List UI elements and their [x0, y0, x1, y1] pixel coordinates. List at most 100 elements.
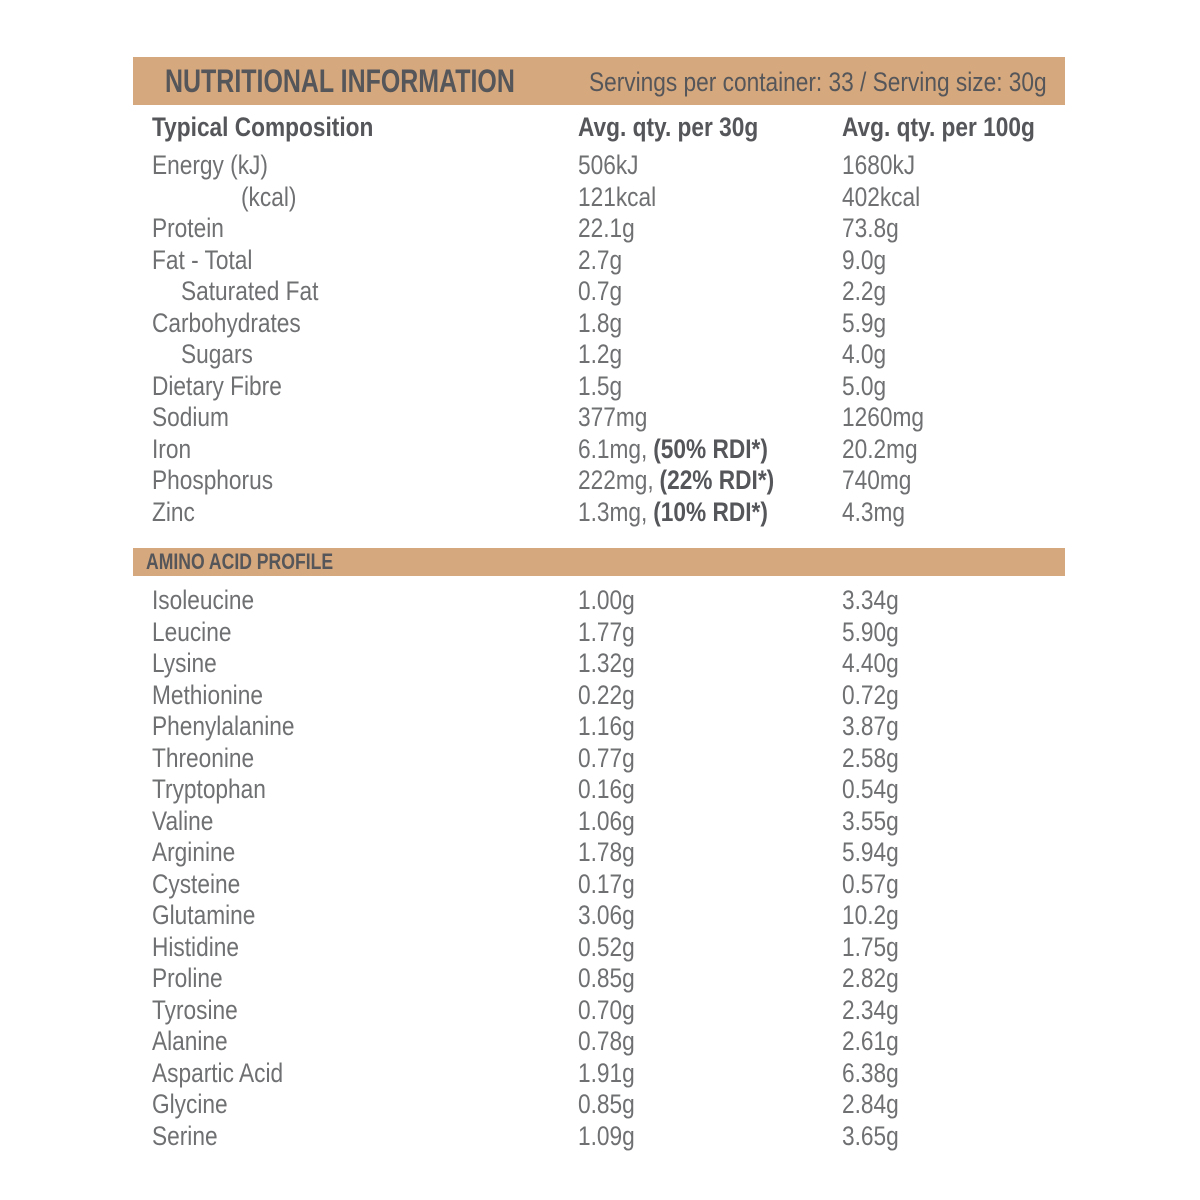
rdi-percentage: (22% RDI*) [659, 465, 775, 495]
value-per-30g-text: 1.8g [578, 307, 623, 338]
value-per-30g: 1.06g [578, 806, 635, 838]
nutrient-label: Alanine [152, 1026, 228, 1056]
value-per-30g-text: 506kJ [578, 150, 639, 180]
value-per-30g: 1.8g [578, 308, 622, 340]
amino-row: Glutamine 3.06g 10.2g [0, 900, 1200, 932]
value-per-100g: 0.72g [842, 679, 899, 710]
nutrient-label: Aspartic Acid [152, 1057, 284, 1088]
composition-row: (kcal) 121kcal 402kcal [0, 182, 1200, 214]
value-per-100g: 3.65g [842, 1120, 899, 1151]
header-bar: NUTRITIONAL INFORMATION Servings per con… [133, 57, 1065, 105]
value-per-100g: 4.3mg [842, 496, 906, 527]
value-per-30g: 1.3mg, (10% RDI*) [578, 497, 768, 529]
value-per-30g-text: 2.7g [578, 244, 623, 275]
nutrient-label: Fat - Total [152, 244, 253, 275]
value-per-30g-text: 0.22g [578, 679, 635, 710]
value-per-30g: 0.22g [578, 680, 635, 712]
value-per-30g: 0.7g [578, 276, 622, 308]
value-per-30g-text: 121kcal [578, 181, 657, 212]
composition-row: Energy (kJ) 506kJ 1680kJ [0, 150, 1200, 182]
nutrient-label: Serine [152, 1120, 218, 1151]
nutrient-label: Cysteine [152, 868, 241, 899]
nutrient-label: Valine [152, 805, 214, 836]
value-per-100g: 5.9g [842, 307, 887, 338]
value-per-30g-text: 1.77g [578, 616, 635, 647]
nutrient-label: Sodium [152, 402, 229, 432]
value-per-30g-text: 1.5g [578, 370, 623, 401]
value-per-30g-text: 3.06g [578, 900, 635, 930]
value-per-30g-text: 0.52g [578, 931, 635, 962]
value-per-100g: 73.8g [842, 213, 899, 243]
nutrient-label: Histidine [152, 931, 239, 962]
column-header-per-100g: Avg. qty. per 100g [842, 112, 1035, 142]
composition-row: Protein 22.1g 73.8g [0, 213, 1200, 245]
value-per-30g: 1.5g [578, 371, 622, 403]
value-per-30g: 1.77g [578, 617, 635, 649]
amino-row: Leucine 1.77g 5.90g [0, 617, 1200, 649]
value-per-30g: 3.06g [578, 900, 635, 932]
value-per-30g-text: 0.7g [578, 276, 623, 306]
value-per-100g: 2.84g [842, 1089, 899, 1119]
composition-row: Sodium 377mg 1260mg [0, 402, 1200, 434]
nutrient-label: Threonine [152, 742, 255, 773]
composition-row: Iron 6.1mg, (50% RDI*) 20.2mg [0, 434, 1200, 466]
nutrient-label: Iron [152, 433, 192, 464]
value-per-100g: 2.82g [842, 963, 899, 993]
value-per-30g: 1.09g [578, 1121, 635, 1153]
composition-table: Energy (kJ) 506kJ 1680kJ (kcal) 121kcal 402kc… [0, 150, 1200, 528]
value-per-30g-text: 1.3mg, [578, 496, 648, 527]
nutrient-label: Glycine [152, 1089, 228, 1119]
value-per-30g: 22.1g [578, 213, 635, 245]
composition-row: Fat - Total 2.7g 9.0g [0, 245, 1200, 277]
value-per-30g: 1.00g [578, 585, 635, 617]
nutrient-label: Dietary Fibre [152, 370, 282, 401]
column-headers: Typical Composition Avg. qty. per 30g Av… [0, 110, 1200, 144]
value-per-30g: 1.91g [578, 1058, 635, 1090]
value-per-100g: 5.94g [842, 837, 899, 867]
nutrient-label: Zinc [152, 496, 195, 527]
value-per-30g: 0.85g [578, 963, 635, 995]
value-per-100g: 6.38g [842, 1057, 899, 1088]
value-per-30g: 6.1mg, (50% RDI*) [578, 434, 768, 466]
amino-row: Threonine 0.77g 2.58g [0, 743, 1200, 775]
value-per-30g: 0.52g [578, 932, 635, 964]
value-per-100g: 2.2g [842, 276, 887, 306]
column-header-per-30g: Avg. qty. per 30g [578, 112, 759, 142]
value-per-100g: 3.87g [842, 711, 899, 741]
value-per-100g: 2.34g [842, 994, 899, 1025]
value-per-100g: 3.34g [842, 585, 899, 615]
value-per-30g-text: 0.85g [578, 963, 635, 993]
value-per-100g: 1680kJ [842, 150, 916, 180]
nutrient-label: Phenylalanine [152, 711, 295, 741]
value-per-100g: 5.0g [842, 370, 887, 401]
amino-row: Lysine 1.32g 4.40g [0, 648, 1200, 680]
value-per-100g: 2.61g [842, 1026, 899, 1056]
value-per-100g: 1260mg [842, 402, 924, 432]
amino-row: Histidine 0.52g 1.75g [0, 932, 1200, 964]
nutrient-label: Proline [152, 963, 223, 993]
amino-row: Arginine 1.78g 5.94g [0, 837, 1200, 869]
value-per-30g-text: 1.00g [578, 585, 635, 615]
amino-row: Alanine 0.78g 2.61g [0, 1026, 1200, 1058]
value-per-100g: 20.2mg [842, 433, 918, 464]
rdi-percentage: (50% RDI*) [653, 433, 768, 464]
value-per-100g: 1.75g [842, 931, 899, 962]
value-per-30g: 0.16g [578, 774, 635, 806]
nutrient-label: Energy (kJ) [152, 150, 268, 180]
nutrient-label: Phosphorus [152, 465, 274, 495]
composition-row: Carbohydrates 1.8g 5.9g [0, 308, 1200, 340]
nutrient-label: Lysine [152, 648, 217, 678]
value-per-100g: 4.40g [842, 648, 899, 678]
value-per-30g-text: 1.09g [578, 1120, 635, 1151]
value-per-100g: 402kcal [842, 181, 921, 212]
value-per-30g-text: 1.78g [578, 837, 635, 867]
value-per-100g: 740mg [842, 465, 912, 495]
value-per-30g: 222mg, (22% RDI*) [578, 465, 774, 497]
rdi-percentage: (10% RDI*) [653, 496, 768, 527]
nutrient-label: Glutamine [152, 900, 256, 930]
nutrient-label: Isoleucine [152, 585, 255, 615]
amino-row: Methionine 0.22g 0.72g [0, 680, 1200, 712]
value-per-100g: 2.58g [842, 742, 899, 773]
amino-row: Glycine 0.85g 2.84g [0, 1089, 1200, 1121]
